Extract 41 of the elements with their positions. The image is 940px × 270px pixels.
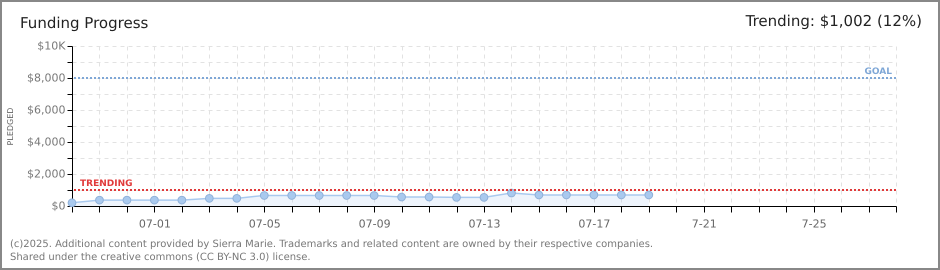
y-tick-label: $8,000 <box>27 72 66 84</box>
point <box>424 192 434 202</box>
point <box>534 190 544 200</box>
point <box>370 191 379 200</box>
point <box>287 191 296 200</box>
point <box>507 188 516 198</box>
point <box>562 190 571 200</box>
text: Trending: $1,002 (12%) <box>746 12 922 30</box>
point <box>122 196 132 204</box>
point <box>616 190 626 200</box>
point <box>589 190 598 200</box>
text: Shared under the creative commons (CC BY-NC 3.0) license. <box>10 251 312 264</box>
y-tick-label: $2,000 <box>27 168 66 180</box>
x-tick-label: 7-21 <box>692 218 717 230</box>
x-tick-label: 07-01 <box>138 218 171 230</box>
x-tick-label: 07-09 <box>358 218 391 230</box>
ref-line-label: TRENDING <box>80 178 132 189</box>
y-axis-title: PLEDGED <box>6 108 16 146</box>
point <box>452 192 461 202</box>
x-tick-label: 07-17 <box>578 218 610 230</box>
point <box>342 191 352 200</box>
text: (c)2025. Additional content provided by Sierra Marie. Trademarks and related content are owned by their respective companies. <box>10 238 654 251</box>
x-tick-label: 07-13 <box>468 218 500 230</box>
y-tick-label: $10K <box>37 40 66 52</box>
y-tick-label: $4,000 <box>27 136 66 148</box>
point <box>95 196 104 204</box>
point <box>397 192 406 202</box>
x-tick-label: 7-25 <box>802 218 827 230</box>
ref-line-label: GOAL <box>864 67 892 77</box>
chart-title: Funding Progress <box>20 14 148 32</box>
y-tick-label: $0 <box>52 200 66 212</box>
point <box>314 191 324 200</box>
point <box>480 192 488 202</box>
point <box>260 191 269 200</box>
point <box>177 196 186 204</box>
point <box>232 194 242 203</box>
point <box>150 196 159 204</box>
x-tick-label: 07-05 <box>248 218 281 230</box>
point <box>204 194 214 203</box>
y-tick-label: $6,000 <box>27 104 66 116</box>
point <box>644 190 654 200</box>
